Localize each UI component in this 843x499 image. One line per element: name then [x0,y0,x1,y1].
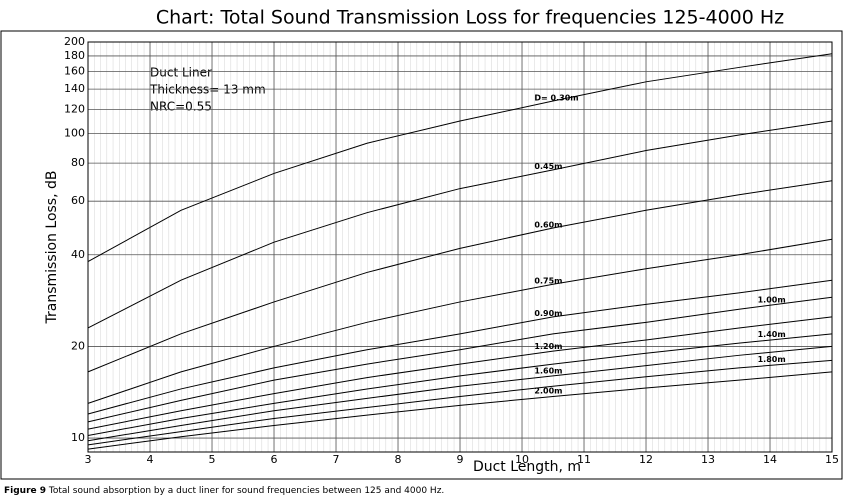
y-tick-label: 120 [64,103,85,116]
y-tick-label: 160 [64,65,85,78]
x-tick-label: 14 [763,453,777,466]
series-label: 1.40m [758,330,786,339]
y-tick-label: 100 [64,127,85,140]
series-label: 1.00m [758,295,786,304]
x-tick-label: 5 [209,453,216,466]
x-tick-label: 9 [457,453,464,466]
caption-text: Total sound absorption by a duct liner f… [48,486,444,496]
y-tick-label: 40 [71,248,85,261]
line [87,371,833,450]
x-tick-label: 11 [577,453,591,466]
line [87,359,833,446]
series-label: 2.00m [534,387,562,396]
series-label: 1.60m [534,366,562,375]
y-tick-label: 80 [71,156,85,169]
caption-label: Figure 9 [4,486,46,496]
chart-title: Chart: Total Sound Transmission Loss for… [156,7,784,29]
y-axis-label: Transmission Loss, dB [44,171,60,325]
y-tick-label: 60 [71,194,85,207]
x-tick-label: 13 [701,453,715,466]
line [87,296,833,423]
x-tick-label: 6 [271,453,278,466]
series-label: 1.20m [534,342,562,351]
annotation-line: NRC=0.55 [150,100,212,114]
x-tick-label: 15 [825,453,839,466]
series-label: 0.45m [534,162,562,171]
annotation-line: Duct Liner [150,66,212,80]
y-tick-label: 140 [64,82,85,95]
series-label: 1.80m [758,355,786,364]
series-label: 0.75m [534,276,562,285]
line [87,279,833,415]
x-tick-label: 3 [85,453,92,466]
line [87,345,833,442]
line [87,120,833,329]
y-tick-label: 200 [64,35,85,48]
x-tick-label: 7 [333,453,340,466]
y-tick-label: 20 [71,339,85,352]
y-tick-label: 180 [64,49,85,62]
line [87,53,833,263]
series-label: D= 0.30m [534,94,578,103]
series-label: 0.90m [534,309,562,318]
line [87,238,833,404]
y-tick-label: 10 [71,431,85,444]
x-tick-label: 8 [395,453,402,466]
line [87,333,833,436]
x-tick-label: 4 [147,453,154,466]
series-label: 0.60m [534,221,562,230]
line [87,180,833,373]
x-tick-label: 10 [515,453,529,466]
frame [0,30,843,480]
plot-border [87,41,833,453]
x-tick-label: 12 [639,453,653,466]
caption: Figure 9 Total sound absorption by a duc… [4,486,444,496]
line [87,316,833,430]
x-axis-label: Duct Length, m [473,459,581,475]
